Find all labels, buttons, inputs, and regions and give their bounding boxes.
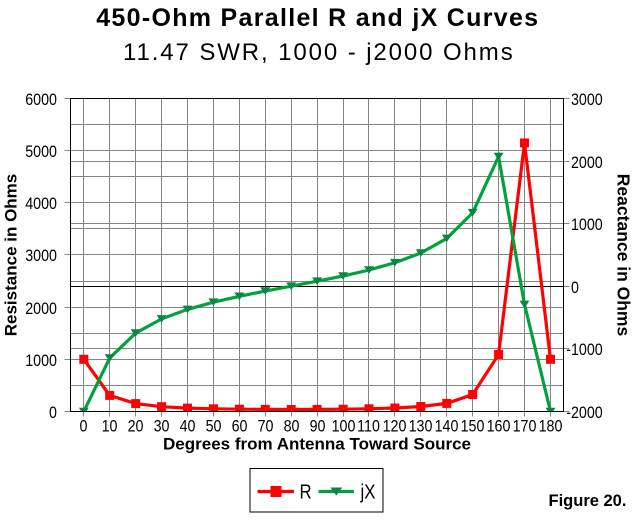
svg-text:2000: 2000 [25, 300, 57, 318]
svg-text:80: 80 [284, 417, 300, 435]
svg-text:jX: jX [360, 480, 376, 503]
svg-text:160: 160 [487, 417, 511, 435]
svg-text:1000: 1000 [571, 216, 603, 234]
svg-text:11.47 SWR, 1000 - j2000 Ohms: 11.47 SWR, 1000 - j2000 Ohms [123, 39, 515, 66]
svg-text:70: 70 [258, 417, 274, 435]
svg-text:0: 0 [80, 417, 88, 435]
svg-text:Degrees from Antenna Toward So: Degrees from Antenna Toward Source [163, 434, 471, 453]
svg-text:2000: 2000 [571, 154, 603, 172]
svg-text:150: 150 [461, 417, 485, 435]
svg-text:130: 130 [409, 417, 433, 435]
svg-text:90: 90 [310, 417, 326, 435]
svg-text:50: 50 [206, 417, 222, 435]
svg-text:5000: 5000 [25, 143, 57, 161]
svg-text:Reactance in Ohms: Reactance in Ohms [614, 174, 634, 337]
svg-text:110: 110 [357, 417, 380, 435]
svg-text:30: 30 [154, 417, 170, 435]
svg-text:6000: 6000 [25, 91, 57, 109]
svg-text:3000: 3000 [25, 247, 57, 265]
svg-text:4000: 4000 [25, 195, 57, 213]
svg-text:40: 40 [180, 417, 196, 435]
svg-text:R: R [300, 480, 312, 503]
svg-text:1000: 1000 [25, 352, 57, 370]
svg-text:120: 120 [383, 417, 407, 435]
svg-text:-2000: -2000 [566, 404, 603, 422]
svg-text:140: 140 [435, 417, 459, 435]
svg-text:100: 100 [332, 417, 356, 435]
svg-text:0: 0 [571, 279, 579, 297]
svg-text:3000: 3000 [571, 91, 603, 109]
svg-text:180: 180 [539, 417, 563, 435]
svg-text:20: 20 [128, 417, 144, 435]
svg-text:450-Ohm Parallel R and jX Curv: 450-Ohm Parallel R and jX Curves [96, 4, 539, 32]
svg-text:60: 60 [232, 417, 248, 435]
svg-text:170: 170 [513, 417, 537, 435]
svg-text:10: 10 [102, 417, 118, 435]
svg-text:Resistance in Ohms: Resistance in Ohms [2, 174, 21, 337]
svg-text:-1000: -1000 [566, 341, 603, 359]
svg-text:0: 0 [49, 404, 57, 422]
svg-text:Figure 20.: Figure 20. [549, 492, 627, 510]
